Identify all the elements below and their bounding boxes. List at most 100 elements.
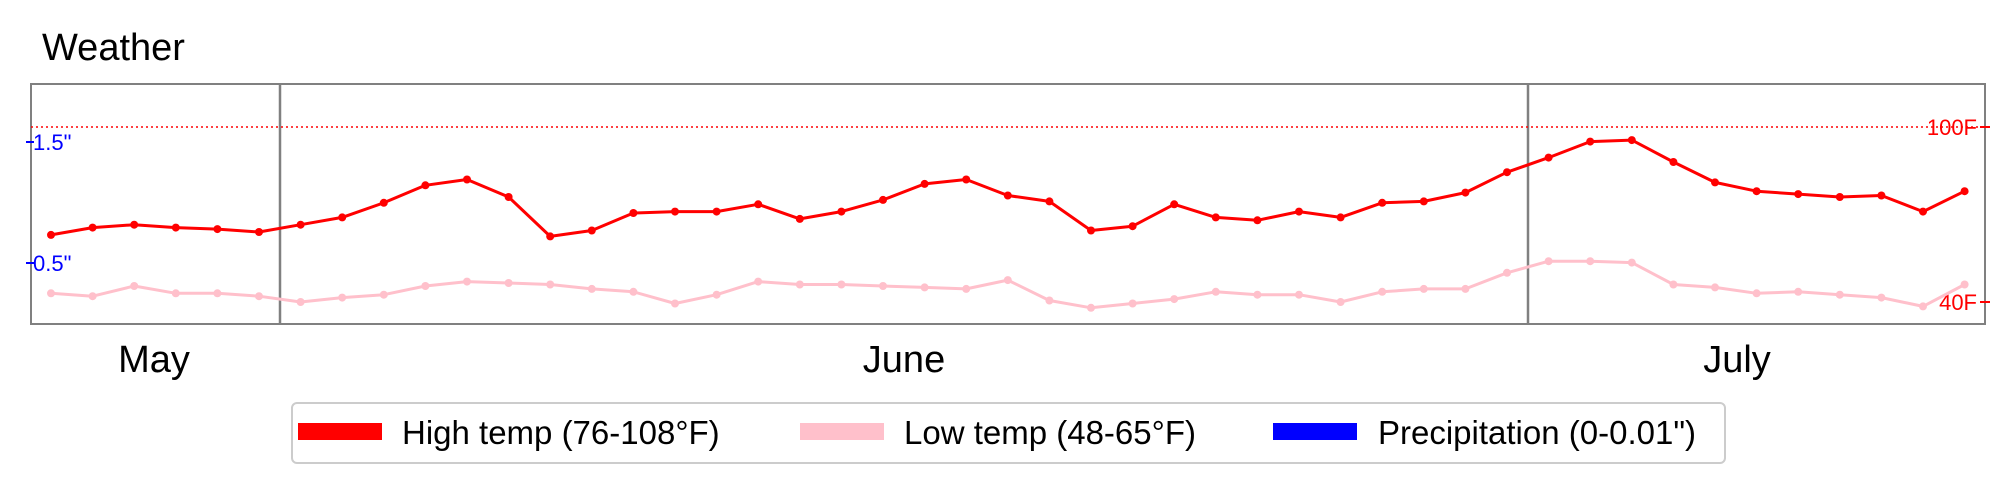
legend: High temp (76-108°F) Low temp (48-65°F) … bbox=[291, 402, 1726, 464]
legend-box bbox=[291, 402, 1726, 464]
plot-frame bbox=[30, 83, 1986, 325]
high-temp-point bbox=[1711, 178, 1719, 187]
low-temp-point bbox=[1544, 257, 1553, 266]
low-temp-point bbox=[504, 279, 513, 287]
high-temp-point bbox=[255, 228, 263, 236]
low-temp-point bbox=[1003, 276, 1012, 285]
high-temp-point bbox=[629, 209, 638, 217]
high-temp-point bbox=[338, 213, 347, 222]
low-temp-point bbox=[1170, 295, 1179, 304]
low-temp-point bbox=[1877, 293, 1886, 302]
low-temp-point bbox=[962, 284, 971, 293]
low-temp-point bbox=[1378, 287, 1387, 296]
high-temp-point bbox=[296, 220, 305, 229]
high-temp-point bbox=[1503, 168, 1511, 177]
low-temp-point bbox=[88, 292, 97, 301]
high-temp-point bbox=[1378, 198, 1387, 207]
high-temp-point bbox=[1087, 226, 1095, 235]
low-temp-point bbox=[1211, 287, 1220, 296]
high-temp-point bbox=[587, 226, 596, 235]
low-temp-point bbox=[1128, 299, 1137, 308]
low-temp-point bbox=[1835, 290, 1844, 299]
right-tick-label-100f: 100F bbox=[1927, 115, 1977, 140]
series-low-temp bbox=[47, 257, 1969, 312]
low-temp-point bbox=[671, 299, 679, 308]
low-temp-point bbox=[754, 277, 763, 286]
high-temp-line bbox=[50, 138, 1966, 238]
low-temp-point bbox=[338, 293, 347, 302]
high-temp-point bbox=[1794, 190, 1803, 199]
high-temp-point bbox=[837, 207, 846, 216]
legend-swatch-high-temp bbox=[298, 423, 382, 440]
chart-title: Weather bbox=[42, 27, 185, 69]
low-temp-point bbox=[1295, 290, 1303, 299]
high-temp-point bbox=[171, 223, 180, 232]
high-temp-point bbox=[671, 207, 679, 216]
low-temp-point bbox=[1711, 283, 1719, 292]
low-temp-point bbox=[463, 277, 471, 286]
high-temp-point bbox=[920, 179, 929, 188]
low-temp-line bbox=[50, 259, 1966, 310]
high-temp-point bbox=[1253, 216, 1262, 225]
low-temp-point bbox=[587, 284, 596, 293]
high-temp-point bbox=[1627, 136, 1636, 145]
low-temp-point bbox=[213, 289, 222, 298]
high-temp-point bbox=[1128, 222, 1137, 231]
high-temp-point bbox=[1419, 197, 1428, 206]
low-temp-point bbox=[1752, 289, 1761, 298]
month-label-may: May bbox=[118, 339, 190, 381]
low-temp-point bbox=[171, 289, 180, 298]
high-temp-point bbox=[1669, 158, 1678, 166]
month-label-june: June bbox=[863, 339, 945, 381]
low-temp-point bbox=[1627, 258, 1636, 267]
series-high-temp bbox=[47, 136, 1969, 241]
high-temp-point bbox=[962, 175, 971, 184]
high-temp-point bbox=[421, 181, 430, 190]
low-temp-point bbox=[1503, 268, 1511, 277]
high-temp-point bbox=[379, 198, 388, 207]
low-temp-point bbox=[1045, 296, 1054, 305]
low-temp-point bbox=[920, 283, 929, 292]
high-temp-point bbox=[795, 214, 804, 223]
low-temp-point bbox=[255, 292, 263, 301]
low-temp-point bbox=[795, 280, 804, 289]
low-temp-point bbox=[879, 282, 887, 290]
high-temp-point bbox=[754, 200, 763, 209]
low-temp-point bbox=[47, 289, 55, 298]
low-temp-point bbox=[1919, 302, 1927, 311]
low-temp-point bbox=[130, 282, 139, 290]
high-temp-point bbox=[463, 175, 471, 184]
low-temp-point bbox=[1087, 303, 1095, 312]
legend-label-low-temp: Low temp (48-65°F) bbox=[904, 414, 1196, 451]
low-temp-point bbox=[1336, 298, 1345, 306]
high-temp-point bbox=[1045, 197, 1054, 206]
high-temp-point bbox=[546, 232, 555, 241]
high-temp-point bbox=[1170, 200, 1179, 209]
legend-swatch-precipitation bbox=[1273, 423, 1357, 440]
low-temp-point bbox=[546, 280, 555, 289]
high-temp-point bbox=[1003, 191, 1012, 200]
low-temp-point bbox=[1461, 284, 1470, 293]
low-temp-point bbox=[1253, 290, 1262, 299]
high-temp-point bbox=[1752, 187, 1761, 196]
legend-swatch-low-temp bbox=[800, 423, 884, 440]
high-temp-point bbox=[47, 230, 55, 239]
high-temp-point bbox=[1960, 187, 1969, 196]
high-temp-point bbox=[1835, 193, 1844, 201]
high-temp-point bbox=[1336, 213, 1345, 222]
high-temp-point bbox=[213, 225, 222, 234]
low-temp-point bbox=[1419, 284, 1428, 293]
high-temp-point bbox=[1211, 213, 1220, 222]
low-temp-point bbox=[379, 290, 388, 299]
legend-label-precipitation: Precipitation (0-0.01") bbox=[1378, 414, 1696, 451]
low-temp-point bbox=[837, 280, 846, 289]
low-temp-point bbox=[296, 298, 305, 306]
low-temp-point bbox=[712, 290, 721, 299]
high-temp-point bbox=[88, 223, 97, 232]
high-temp-point bbox=[1586, 137, 1595, 146]
left-tick-label-2: 0.5" bbox=[33, 251, 71, 276]
high-temp-point bbox=[1877, 191, 1886, 200]
month-label-july: July bbox=[1703, 339, 1771, 381]
low-temp-point bbox=[629, 287, 638, 296]
